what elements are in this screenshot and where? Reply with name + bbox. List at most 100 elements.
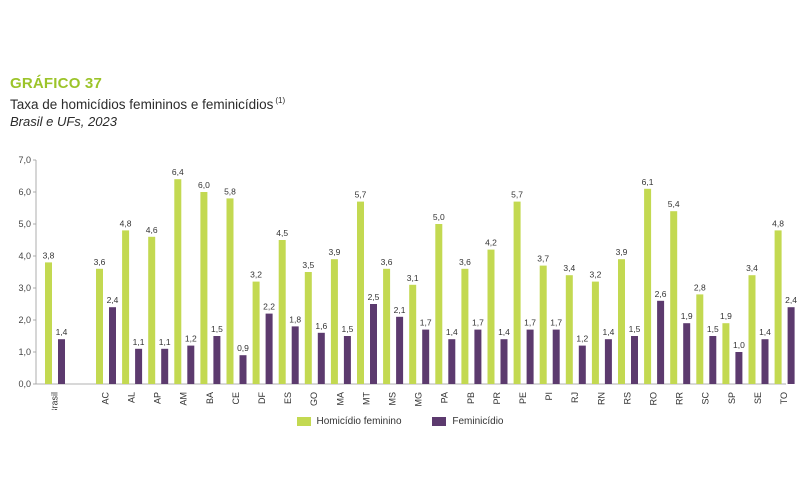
bar-homicidio	[45, 262, 52, 384]
bar-feminicidio	[187, 345, 195, 384]
value-label-homicidio: 3,6	[459, 257, 471, 267]
bar-feminicidio	[500, 339, 508, 384]
x-category-label: DF	[257, 392, 267, 404]
bar-feminicidio	[161, 348, 169, 384]
bar-homicidio	[644, 188, 652, 384]
value-label-feminicidio: 1,1	[133, 337, 145, 347]
value-label-feminicidio: 1,5	[211, 324, 223, 334]
value-label-feminicidio: 1,7	[524, 318, 536, 328]
x-category-label: ES	[283, 392, 293, 404]
x-category-label: MS	[387, 392, 397, 406]
value-label-feminicidio: 1,4	[498, 327, 510, 337]
bar-homicidio	[383, 268, 391, 384]
bar-homicidio	[618, 259, 625, 384]
x-category-label: AM	[179, 392, 189, 406]
x-category-label: PE	[518, 392, 528, 404]
value-label-feminicidio: 2,4	[107, 295, 119, 305]
value-label-feminicidio: 2,2	[263, 302, 275, 312]
value-label-homicidio: 4,8	[772, 218, 784, 228]
bar-homicidio	[539, 265, 547, 384]
bar-homicidio	[278, 240, 286, 384]
x-category-label: PI	[544, 392, 554, 401]
bar-feminicidio	[239, 355, 247, 384]
value-label-homicidio: 3,9	[328, 247, 340, 257]
x-category-label: SC	[701, 392, 711, 405]
bar-feminicidio	[709, 336, 717, 384]
bar-feminicidio	[474, 329, 482, 384]
value-label-homicidio: 3,2	[250, 270, 262, 280]
x-category-label: GO	[309, 392, 319, 406]
legend-label-homicidio: Homicídio feminino	[316, 416, 402, 427]
value-label-feminicidio: 1,5	[707, 324, 719, 334]
value-label-homicidio: 3,8	[43, 250, 55, 260]
title-footnote-marker: (1)	[275, 96, 286, 105]
legend-swatch-homicidio	[296, 417, 311, 426]
y-tick-label: 6,0	[18, 187, 31, 197]
value-label-homicidio: 3,4	[563, 263, 575, 273]
bar-feminicidio	[291, 326, 299, 384]
legend-item-feminicidio: Feminicídio	[432, 416, 503, 427]
bar-homicidio	[330, 259, 338, 384]
value-label-homicidio: 5,4	[668, 199, 680, 209]
value-label-feminicidio: 1,5	[629, 324, 641, 334]
value-label-homicidio: 6,1	[642, 177, 654, 187]
value-label-homicidio: 5,7	[511, 190, 523, 200]
bar-homicidio	[670, 211, 678, 384]
bar-feminicidio	[422, 329, 430, 384]
x-category-label: PB	[466, 392, 476, 404]
value-label-feminicidio: 1,7	[420, 318, 432, 328]
value-label-homicidio: 3,4	[746, 263, 758, 273]
bar-homicidio	[357, 201, 364, 384]
bar-homicidio	[487, 249, 495, 384]
bar-feminicidio	[631, 336, 638, 384]
value-label-feminicidio: 1,4	[446, 327, 458, 337]
value-label-homicidio: 3,6	[381, 257, 393, 267]
legend-item-homicidio: Homicídio feminino	[296, 416, 402, 427]
bar-feminicidio	[552, 329, 560, 384]
x-category-label: AC	[100, 392, 110, 405]
chart-legend: Homicídio feminino Feminicídio	[0, 416, 800, 429]
value-label-homicidio: 4,5	[276, 228, 288, 238]
x-category-label: SE	[753, 392, 763, 404]
bar-homicidio	[774, 230, 782, 384]
value-label-feminicidio: 1,4	[602, 327, 614, 337]
x-category-label: PA	[440, 392, 450, 403]
chart-subtitle: Brasil e UFs, 2023	[10, 114, 117, 129]
value-label-feminicidio: 2,1	[394, 305, 406, 315]
bar-feminicidio	[135, 348, 143, 384]
chart-header: GRÁFICO 37 Taxa de homicídios femininos …	[10, 75, 285, 129]
y-tick-label: 4,0	[18, 251, 31, 261]
x-category-label: Brasil	[49, 392, 59, 410]
bar-feminicidio	[213, 336, 221, 384]
value-label-feminicidio: 1,2	[185, 334, 197, 344]
x-category-label: MA	[335, 392, 345, 406]
bar-homicidio	[252, 281, 260, 384]
legend-swatch-feminicidio	[432, 417, 447, 426]
bar-homicidio	[722, 323, 730, 384]
bar-feminicidio	[787, 307, 795, 384]
value-label-feminicidio: 1,0	[733, 340, 745, 350]
value-label-feminicidio: 1,4	[759, 327, 771, 337]
bar-feminicidio	[109, 307, 116, 384]
value-label-feminicidio: 1,1	[159, 337, 171, 347]
x-category-label: TO	[779, 392, 789, 404]
y-tick-label: 3,0	[18, 283, 31, 293]
bar-homicidio	[409, 284, 417, 384]
bar-homicidio	[513, 201, 521, 384]
bar-feminicidio	[683, 323, 691, 384]
value-label-feminicidio: 2,5	[368, 292, 380, 302]
value-label-feminicidio: 2,4	[785, 295, 797, 305]
y-tick-label: 0,0	[18, 379, 31, 389]
chart-title: Taxa de homicídios femininos e feminicíd…	[10, 96, 285, 112]
value-label-homicidio: 3,2	[589, 270, 601, 280]
value-label-homicidio: 3,5	[302, 260, 314, 270]
x-category-label: RR	[675, 392, 685, 405]
chart-title-text: Taxa de homicídios femininos e feminicíd…	[10, 97, 274, 112]
x-category-label: RO	[648, 392, 658, 406]
bar-feminicidio	[448, 339, 456, 384]
bar-feminicidio	[265, 313, 273, 384]
bar-homicidio	[174, 179, 182, 384]
bar-homicidio	[226, 198, 234, 384]
value-label-homicidio: 4,2	[485, 238, 497, 248]
bar-homicidio	[461, 268, 469, 384]
